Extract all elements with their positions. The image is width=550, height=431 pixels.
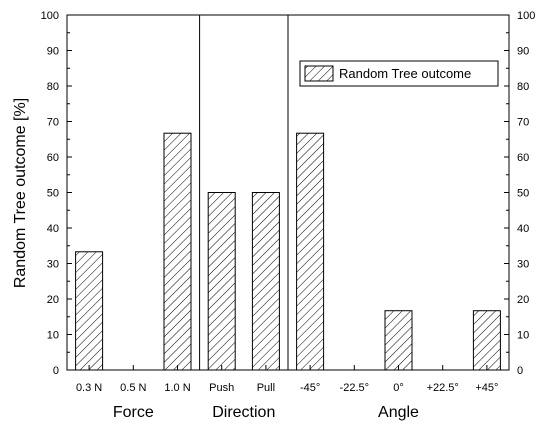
x-tick-label-5: -45° [300, 382, 320, 394]
y-tick-label-right-10: 10 [517, 330, 529, 342]
y-tick-label-right-60: 60 [517, 152, 529, 164]
bar-0 [75, 251, 104, 371]
axes-layer [66, 14, 510, 371]
y-tick-label-right-70: 70 [517, 117, 529, 129]
legend: Random Tree outcome [299, 60, 499, 87]
y-tick-label-left-20: 20 [47, 294, 59, 306]
bar-5 [296, 132, 325, 371]
x-tick-label-4: Pull [257, 382, 275, 394]
y-tick-label-left-0: 0 [53, 365, 59, 377]
y-tick-label-right-20: 20 [517, 294, 529, 306]
x-tick-label-1: 0.5 N [120, 382, 146, 394]
x-tick-label-2: 1.0 N [164, 382, 190, 394]
y-tick-label-left-90: 90 [47, 46, 59, 58]
legend-swatch [304, 65, 334, 82]
x-tick-label-9: +45° [475, 382, 498, 394]
y-tick-label-left-50: 50 [47, 188, 59, 200]
x-tick-label-3: Push [209, 382, 234, 394]
x-tick-label-0: 0.3 N [76, 382, 102, 394]
y-tick-label-left-80: 80 [47, 81, 59, 93]
y-tick-label-left-10: 10 [47, 330, 59, 342]
y-tick-label-left-100: 100 [41, 10, 59, 22]
y-tick-label-right-50: 50 [517, 188, 529, 200]
group-label-direction: Direction [212, 404, 275, 421]
y-axis-title: Random Tree outcome [%] [12, 98, 29, 288]
y-tick-label-left-60: 60 [47, 152, 59, 164]
bar-7 [384, 310, 413, 371]
y-tick-label-left-40: 40 [47, 223, 59, 235]
y-tick-label-right-40: 40 [517, 223, 529, 235]
group-label-angle: Angle [378, 404, 419, 421]
y-tick-label-right-80: 80 [517, 81, 529, 93]
x-tick-label-7: 0° [393, 382, 404, 394]
y-tick-label-left-70: 70 [47, 117, 59, 129]
y-tick-label-right-0: 0 [517, 365, 523, 377]
bar-4 [251, 192, 280, 371]
x-tick-label-8: +22.5° [427, 382, 459, 394]
y-tick-label-right-100: 100 [517, 10, 535, 22]
bar-2 [163, 132, 192, 371]
y-tick-label-left-30: 30 [47, 259, 59, 271]
y-tick-label-right-90: 90 [517, 46, 529, 58]
legend-label: Random Tree outcome [339, 66, 471, 81]
bar-9 [472, 310, 501, 371]
bars-layer [75, 132, 501, 371]
group-label-force: Force [113, 404, 154, 421]
bar-3 [207, 192, 236, 371]
x-tick-label-6: -22.5° [340, 382, 369, 394]
labels-layer: Force Direction Angle 0 0 10 10 20 20 30 30 40 40 50 5… [41, 10, 536, 421]
y-tick-label-right-30: 30 [517, 259, 529, 271]
